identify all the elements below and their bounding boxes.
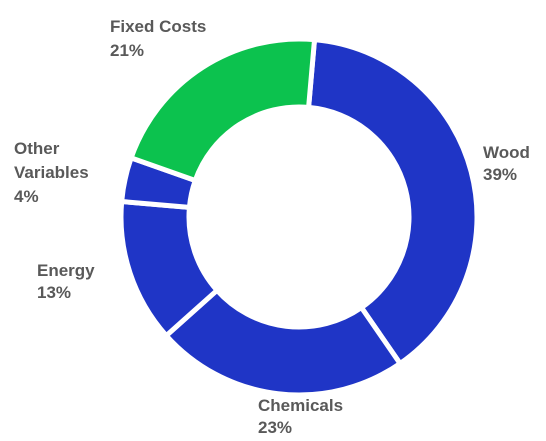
label-wood: Wood 39% <box>483 143 535 184</box>
slice-chemicals <box>162 286 404 398</box>
slice-fixed-costs <box>127 36 318 184</box>
label-chemicals: Chemicals 23% <box>258 396 348 437</box>
slice-wood <box>305 36 480 367</box>
label-energy: Energy 13% <box>37 261 99 302</box>
label-other-variables: Other Variables 4% <box>14 139 93 206</box>
label-fixed-costs: Fixed Costs 21% <box>110 17 211 60</box>
donut-slices <box>118 36 480 398</box>
